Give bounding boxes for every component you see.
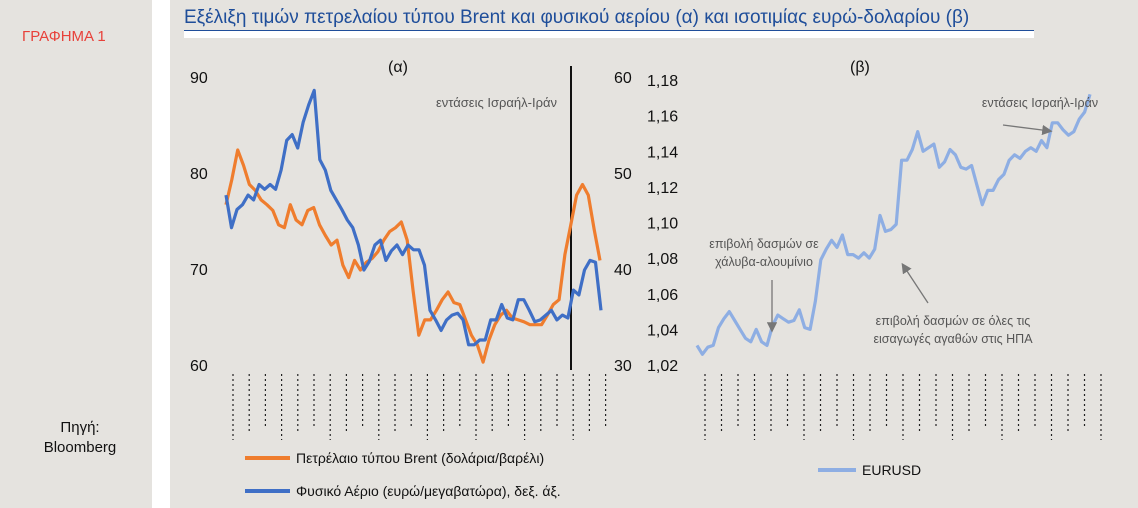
annotation-israel-iran-b: εντάσεις Ισραήλ-Ιράν (982, 96, 1098, 110)
arrow-israel-iran (1002, 124, 1053, 136)
right-axis-tick: 50 (614, 166, 632, 183)
annotation-steel-line1: επιβολή δασμών σε (709, 237, 819, 251)
eurusd-axis-tick: 1,12 (647, 180, 678, 197)
eurusd-series-line (695, 93, 1092, 356)
panel-a: 60 70 80 90 30 40 50 60 (190, 66, 632, 440)
eurusd-axis-tick: 1,10 (647, 216, 678, 233)
chart-title: Εξέλιξη τιμών πετρελαίου τύπου Brent και… (184, 6, 1034, 31)
left-axis-tick: 70 (190, 262, 208, 279)
gutter (152, 0, 170, 508)
left-axis-tick: 90 (190, 70, 208, 87)
figure-label: ΓΡΑΦΗΜΑ 1 (22, 28, 106, 45)
panel-b-label: (β) (850, 59, 870, 76)
gas-series-line (224, 88, 603, 347)
source-note: Πηγή: Bloomberg (40, 418, 120, 458)
panel-a-label: (α) (388, 59, 408, 76)
left-axis-tick: 60 (190, 358, 208, 375)
right-axis-tick: 30 (614, 358, 632, 375)
eurusd-axis-tick: 1,06 (647, 287, 678, 304)
arrow-tariffs (901, 262, 929, 304)
eurusd-axis-tick: 1,04 (647, 322, 678, 339)
legend-gas-label: Φυσικό Αέριο (ευρώ/μεγαβατώρα), δεξ. άξ. (296, 483, 561, 499)
source-label: Πηγή: (60, 419, 100, 436)
source-name: Bloomberg (43, 439, 117, 456)
panel-b: 1,02 1,04 1,06 1,08 1,10 1,12 1,14 1,16 1,18 (647, 73, 1102, 440)
legend-eurusd-label: EURUSD (862, 462, 921, 478)
title-band (184, 31, 1034, 38)
eurusd-axis-tick: 1,08 (647, 251, 678, 268)
annotation-tariffs-line1: επιβολή δασμών σε όλες τις (876, 314, 1031, 328)
legend-brent-label: Πετρέλαιο τύπου Brent (δολάρια/βαρέλι) (296, 450, 544, 466)
brent-series-line (224, 148, 602, 364)
right-axis-tick: 60 (614, 70, 632, 87)
eurusd-axis-tick: 1,02 (647, 358, 678, 375)
right-axis-tick: 40 (614, 262, 632, 279)
annotation-tariffs-line2: εισαγωγές αγαθών στις ΗΠΑ (873, 332, 1033, 346)
annotation-steel-line2: χάλυβα-αλουμίνιο (715, 255, 813, 269)
annotation-israel-iran-a: εντάσεις Ισραήλ-Ιράν (436, 95, 557, 110)
eurusd-axis-tick: 1,16 (647, 109, 678, 126)
eurusd-axis-tick: 1,14 (647, 144, 678, 161)
eurusd-axis-tick: 1,18 (647, 73, 678, 90)
left-axis-tick: 80 (190, 166, 208, 183)
